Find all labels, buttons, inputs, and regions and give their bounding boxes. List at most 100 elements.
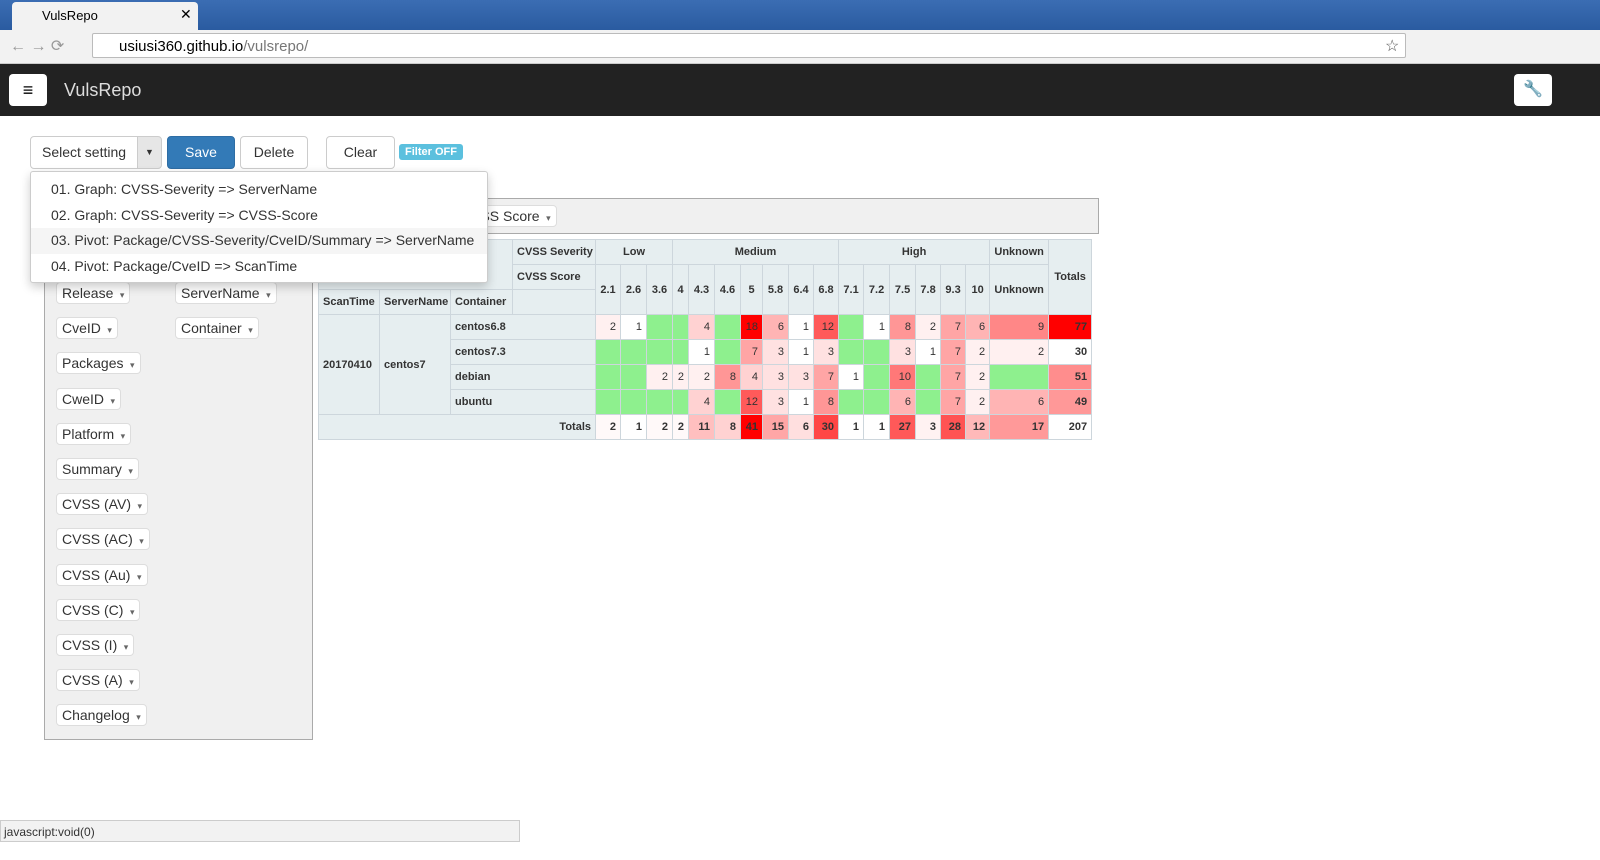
container: debian [450,364,596,390]
value-cell: 1 [620,314,647,340]
attr-chip[interactable]: CVSS (AV) [56,493,149,516]
column-total: 30 [813,414,840,440]
clear-button[interactable]: Clear [326,136,395,169]
attr-chip[interactable]: CVSS (A) [56,669,140,692]
menu-item[interactable]: 03. Pivot: Package/CVSS-Severity/CveID/S… [31,228,487,254]
value-cell [620,339,647,365]
attr-chip[interactable]: ServerName [175,282,277,304]
menu-item[interactable]: 01. Graph: CVSS-Severity => ServerName [51,181,318,197]
tab-close[interactable]: ✕ [180,6,192,22]
delete-button[interactable]: Delete [240,136,308,169]
value-cell: 1 [915,339,942,365]
url-host: usiusi360.github.io [119,38,244,55]
score-label: 9.3 [940,264,967,315]
attr-chip[interactable]: Platform [56,422,132,445]
value-cell [915,364,942,390]
score-label: 5 [740,264,764,315]
value-cell [595,389,621,415]
menu-item[interactable]: 04. Pivot: Package/CveID => ScanTime [51,257,298,274]
data-row: centos7.3 1 7 3 1 3 3 1 7 2 2 30 [319,339,1093,365]
address-bar: ← → ⟳ usiusi360.github.io/vulsrepo/ ☆ [0,30,1600,64]
tab[interactable]: VulsRepo [12,2,198,30]
score-label: 7.5 [889,264,917,315]
settings-button[interactable]: 🔧 [1514,74,1552,106]
header-row: CVSS Score 2.1 2.6 3.6 4 4.3 4.6 5 5.8 6.4 6.8 7.1 7… [319,264,1092,315]
value-cell: 9 [989,314,1050,340]
attr-chip[interactable]: Container [175,317,259,340]
data-row: debian 2 2 2 8 4 3 3 7 1 10 7 2 51 [319,364,1093,390]
data-row: ubuntu 4 12 3 1 8 6 7 2 6 49 [319,389,1093,415]
score-label: 4 [672,264,690,315]
value-cell: 2 [965,364,991,390]
attr-chip[interactable]: Packages [56,352,141,375]
row-total: 30 [1048,339,1093,365]
setting-select[interactable]: Select setting [30,136,138,169]
scan-time: 20170410 [318,314,380,415]
value-cell: 4 [688,389,716,415]
settings-menu: 01. Graph: CVSS-Severity => ServerName 02… [30,171,488,283]
group-label: Medium [672,239,840,265]
value-cell: 3 [762,389,790,415]
value-cell: 2 [915,314,942,340]
attr-chip[interactable]: CVSS (C) [56,598,141,621]
score-label: 7.1 [838,264,865,315]
column-total: 28 [940,414,967,440]
column-total: 11 [688,414,716,440]
column-total: 1 [863,414,891,440]
container: ubuntu [450,389,596,415]
value-cell [645,339,674,365]
app-title: VulsRepo [64,80,142,100]
attr-chip[interactable]: CVSS (I) [56,634,135,656]
container: centos6.8 [450,314,596,340]
menu-item[interactable]: 02. Graph: CVSS-Severity => CVSS-Score [51,206,318,223]
grand-total: 207 [1048,414,1093,440]
value-cell [863,339,891,365]
attr-chip[interactable]: Summary [56,458,139,480]
value-cell: 3 [762,339,790,365]
attr-chip[interactable]: CVSS (Au) [56,563,148,586]
value-cell [915,389,942,415]
url-field[interactable]: usiusi360.github.io/vulsrepo/ [92,33,1406,58]
value-cell [714,314,742,340]
score-label: 2.1 [595,264,621,315]
value-cell: 7 [940,339,967,365]
value-cell: 6 [965,314,991,340]
value-cell: 6 [989,389,1050,415]
column-total: 27 [889,414,917,440]
menu-button[interactable]: ≡ [9,74,47,106]
column-total: 2 [672,414,690,440]
attr-chip[interactable]: Release [56,282,131,304]
select-caret[interactable]: ▼ [137,136,162,169]
value-cell: 1 [688,339,716,365]
value-cell: 2 [672,364,690,390]
value-cell [714,389,742,415]
col-header: CVSS Severity [512,239,596,265]
value-cell [595,339,621,365]
attr-chip[interactable]: CVSS (AC) [56,528,150,551]
star[interactable]: ☆ [1385,38,1400,55]
value-cell: 3 [889,339,917,365]
save-button[interactable]: Save [167,136,235,169]
row-total: 77 [1048,314,1093,340]
tab-bar: VulsRepo ✕ [0,0,1600,30]
value-cell: 1 [788,339,815,365]
nav-buttons[interactable]: ← → ⟳ [10,38,65,55]
row-header: Container [450,289,513,315]
url-path: /vulsrepo/ [243,38,309,55]
attr-chip[interactable]: CweID [56,387,122,410]
value-cell: 7 [940,389,967,415]
value-cell [838,389,865,415]
value-cell: 7 [940,314,967,340]
col-header: CVSS Score [512,264,596,290]
value-cell: 2 [989,339,1050,365]
value-cell: 3 [762,364,790,390]
column-total: 15 [762,414,790,440]
value-cell: 3 [788,364,815,390]
navbar: ≡ VulsRepo 🔧 [0,64,1600,116]
attr-chip[interactable]: CveID [56,317,118,340]
value-cell: 4 [688,314,716,340]
filter-badge[interactable]: Filter OFF [399,144,463,160]
value-cell [595,364,621,390]
score-label: 4.3 [688,264,716,315]
attr-chip[interactable]: Changelog [56,704,147,727]
